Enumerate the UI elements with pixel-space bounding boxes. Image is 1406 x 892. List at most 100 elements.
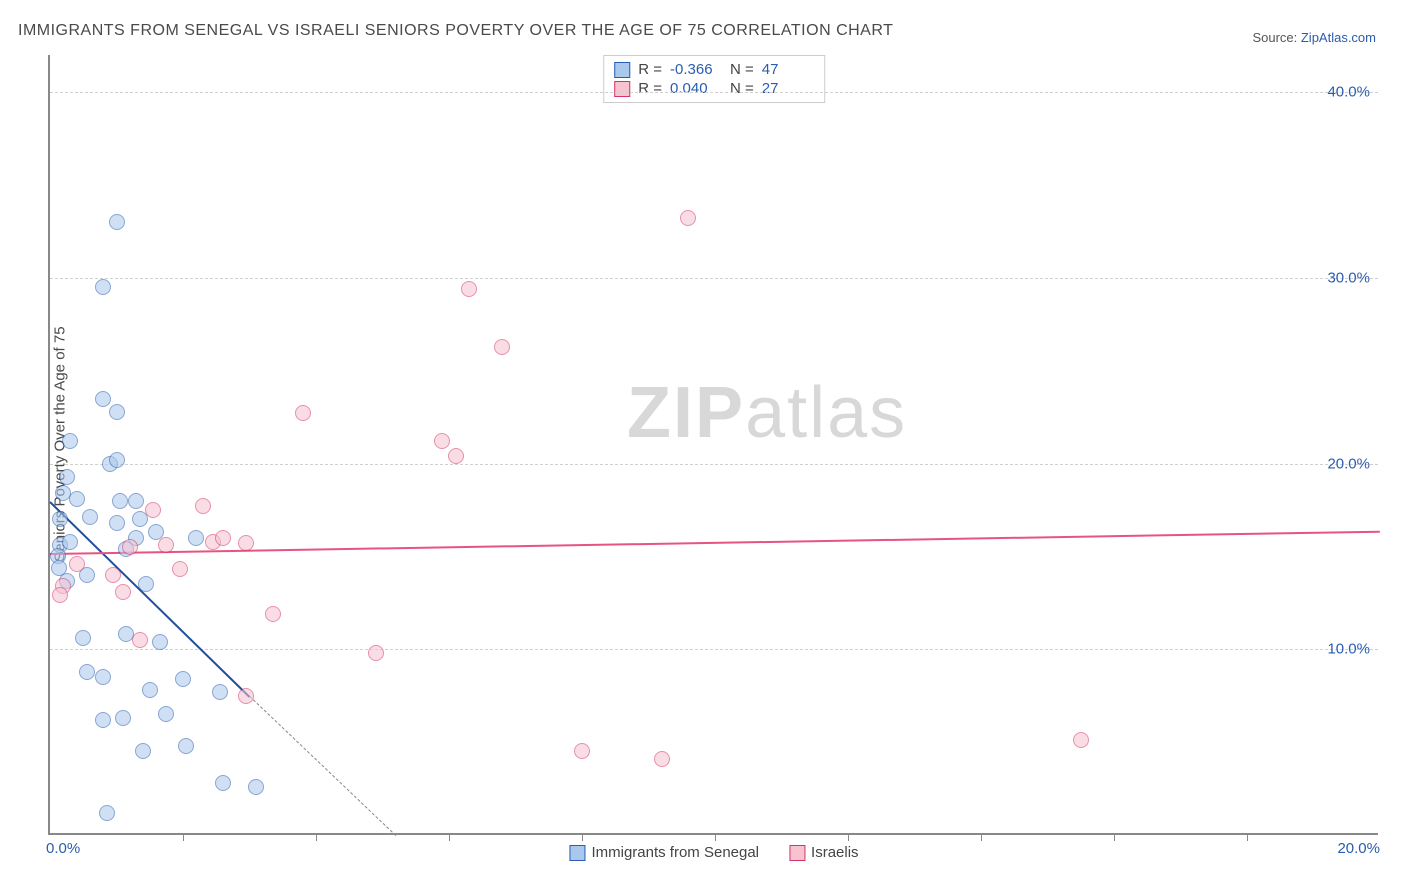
source-value: ZipAtlas.com (1301, 30, 1376, 45)
data-point (95, 279, 111, 295)
data-point (115, 584, 131, 600)
data-point (82, 509, 98, 525)
legend-label: Immigrants from Senegal (591, 844, 759, 861)
data-point (172, 561, 188, 577)
data-point (109, 214, 125, 230)
data-point (158, 706, 174, 722)
source-label: Source: (1252, 30, 1300, 45)
stats-row: R = -0.366 N = 47 (614, 60, 814, 79)
data-point (434, 433, 450, 449)
data-point (215, 530, 231, 546)
data-point (494, 339, 510, 355)
data-point (95, 669, 111, 685)
data-point (109, 515, 125, 531)
x-tick (1247, 833, 1248, 841)
data-point (295, 405, 311, 421)
data-point (112, 493, 128, 509)
legend-item: Immigrants from Senegal (569, 844, 759, 861)
swatch-icon (614, 81, 630, 97)
data-point (238, 535, 254, 551)
data-point (368, 645, 384, 661)
data-point (135, 743, 151, 759)
data-point (99, 805, 115, 821)
chart-container: IMMIGRANTS FROM SENEGAL VS ISRAELI SENIO… (0, 0, 1406, 892)
data-point (109, 452, 125, 468)
data-point (152, 634, 168, 650)
data-point (195, 498, 211, 514)
plot-area: Seniors Poverty Over the Age of 75 ZIPat… (48, 55, 1378, 835)
data-point (115, 710, 131, 726)
data-point (178, 738, 194, 754)
y-tick-label: 30.0% (1327, 269, 1370, 286)
watermark-light: atlas (745, 373, 907, 453)
data-point (142, 682, 158, 698)
data-point (62, 433, 78, 449)
stats-legend-box: R = -0.366 N = 47 R = 0.040 N = 27 (603, 55, 825, 103)
data-point (212, 684, 228, 700)
data-point (145, 502, 161, 518)
data-point (188, 530, 204, 546)
y-tick-label: 10.0% (1327, 641, 1370, 658)
data-point (59, 469, 75, 485)
data-point (654, 751, 670, 767)
swatch-icon (569, 845, 585, 861)
data-point (75, 630, 91, 646)
data-point (461, 281, 477, 297)
source-attribution: Source: ZipAtlas.com (1252, 30, 1376, 45)
data-point (122, 539, 138, 555)
swatch-icon (789, 845, 805, 861)
data-point (69, 491, 85, 507)
data-point (138, 576, 154, 592)
x-tick (715, 833, 716, 841)
data-point (95, 712, 111, 728)
data-point (448, 448, 464, 464)
data-point (248, 779, 264, 795)
data-point (105, 567, 121, 583)
x-tick (316, 833, 317, 841)
n-label: N = (730, 61, 754, 78)
data-point (175, 671, 191, 687)
data-point (265, 606, 281, 622)
r-label: R = (638, 80, 662, 97)
data-point (79, 664, 95, 680)
y-tick-label: 40.0% (1327, 84, 1370, 101)
gridline (50, 649, 1378, 650)
x-tick (981, 833, 982, 841)
bottom-legend: Immigrants from Senegal Israelis (569, 844, 858, 861)
chart-title: IMMIGRANTS FROM SENEGAL VS ISRAELI SENIO… (18, 22, 893, 40)
legend-item: Israelis (789, 844, 859, 861)
x-tick (449, 833, 450, 841)
data-point (1073, 732, 1089, 748)
trend-line-dashed (249, 696, 396, 836)
data-point (158, 537, 174, 553)
x-tick (582, 833, 583, 841)
data-point (574, 743, 590, 759)
x-tick-label: 20.0% (1337, 840, 1380, 857)
data-point (132, 632, 148, 648)
stats-row: R = 0.040 N = 27 (614, 79, 814, 98)
x-tick-label: 0.0% (46, 840, 80, 857)
watermark: ZIPatlas (627, 372, 907, 454)
data-point (128, 493, 144, 509)
data-point (238, 688, 254, 704)
r-value: 0.040 (670, 80, 722, 97)
data-point (52, 587, 68, 603)
n-label: N = (730, 80, 754, 97)
y-tick-label: 20.0% (1327, 455, 1370, 472)
swatch-icon (614, 62, 630, 78)
x-tick (848, 833, 849, 841)
data-point (680, 210, 696, 226)
gridline (50, 92, 1378, 93)
data-point (52, 511, 68, 527)
data-point (62, 534, 78, 550)
r-value: -0.366 (670, 61, 722, 78)
n-value: 47 (762, 61, 814, 78)
data-point (95, 391, 111, 407)
x-tick (183, 833, 184, 841)
r-label: R = (638, 61, 662, 78)
x-tick (1114, 833, 1115, 841)
legend-label: Israelis (811, 844, 859, 861)
data-point (69, 556, 85, 572)
n-value: 27 (762, 80, 814, 97)
data-point (109, 404, 125, 420)
